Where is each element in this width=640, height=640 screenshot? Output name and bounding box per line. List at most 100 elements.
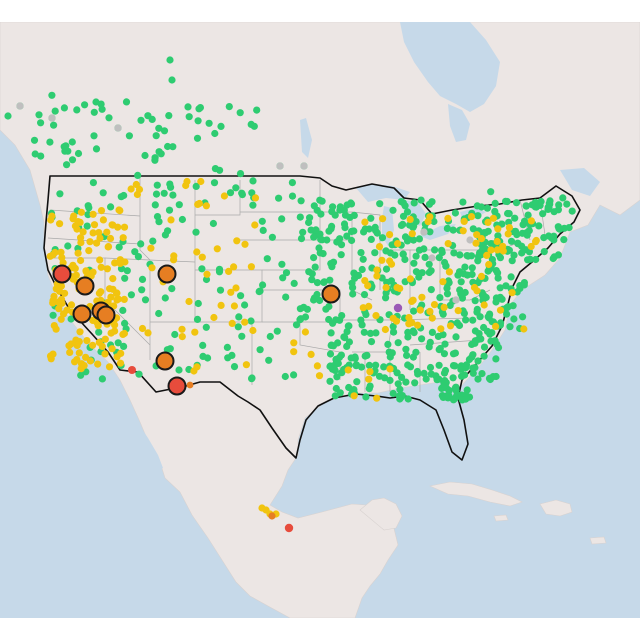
monitor-dot[interactable] bbox=[433, 376, 441, 384]
monitor-dot[interactable] bbox=[56, 190, 64, 198]
monitor-dot[interactable] bbox=[343, 201, 351, 209]
monitor-dot[interactable] bbox=[138, 286, 146, 294]
monitor-dot[interactable] bbox=[349, 290, 357, 298]
monitor-dot[interactable] bbox=[125, 132, 133, 140]
monitor-dot[interactable] bbox=[327, 225, 335, 233]
monitor-dot[interactable] bbox=[396, 385, 404, 393]
monitor-dot[interactable] bbox=[496, 293, 504, 301]
monitor-dot[interactable] bbox=[527, 217, 536, 225]
monitor-dot[interactable] bbox=[131, 248, 139, 256]
monitor-dot[interactable] bbox=[478, 370, 486, 378]
monitor-dot[interactable] bbox=[300, 303, 308, 311]
monitor-dot[interactable] bbox=[494, 225, 502, 233]
monitor-dot[interactable] bbox=[94, 360, 102, 368]
monitor-dot[interactable] bbox=[382, 283, 390, 292]
monitor-dot[interactable] bbox=[418, 269, 426, 277]
monitor-dot[interactable] bbox=[499, 247, 507, 255]
monitor-dot[interactable] bbox=[120, 191, 128, 200]
monitor-dot[interactable] bbox=[427, 267, 435, 275]
monitor-dot[interactable] bbox=[48, 91, 56, 99]
monitor-dot[interactable] bbox=[343, 232, 351, 240]
monitor-dot[interactable] bbox=[410, 329, 418, 337]
monitor-dot[interactable] bbox=[155, 218, 163, 226]
monitor-dot[interactable] bbox=[474, 212, 482, 220]
monitor-dot[interactable] bbox=[186, 381, 194, 389]
monitor-dot[interactable] bbox=[438, 248, 446, 257]
monitor-dot[interactable] bbox=[121, 274, 129, 282]
monitor-dot[interactable] bbox=[247, 263, 255, 271]
monitor-dot[interactable] bbox=[427, 370, 435, 378]
monitor-dot[interactable] bbox=[203, 270, 211, 278]
monitor-dot[interactable] bbox=[310, 294, 318, 302]
monitor-dot[interactable] bbox=[169, 143, 177, 151]
monitor-dot[interactable] bbox=[310, 233, 318, 241]
monitor-dot[interactable] bbox=[149, 237, 157, 245]
monitor-dot[interactable] bbox=[241, 318, 249, 326]
monitor-dot[interactable] bbox=[405, 314, 413, 322]
monitor-dot[interactable] bbox=[98, 342, 106, 350]
monitor-dot[interactable] bbox=[492, 298, 500, 306]
monitor-dot[interactable] bbox=[97, 263, 105, 271]
monitor-dot[interactable] bbox=[54, 298, 63, 306]
monitor-dot[interactable] bbox=[279, 274, 287, 282]
monitor-dot[interactable] bbox=[83, 337, 91, 345]
monitor-dot[interactable] bbox=[389, 322, 397, 331]
monitor-dot[interactable] bbox=[185, 113, 193, 121]
monitor-dot[interactable] bbox=[327, 329, 335, 337]
monitor-dot[interactable] bbox=[384, 340, 392, 348]
monitor-dot[interactable] bbox=[341, 211, 350, 219]
monitor-dot[interactable] bbox=[82, 268, 90, 276]
monitor-dot[interactable] bbox=[311, 263, 319, 271]
monitor-dot[interactable] bbox=[268, 233, 276, 241]
monitor-dot[interactable] bbox=[504, 303, 512, 311]
monitor-dot[interactable] bbox=[84, 211, 92, 219]
monitor-dot[interactable] bbox=[211, 129, 219, 138]
monitor-dot[interactable] bbox=[175, 366, 183, 374]
monitor-dot[interactable] bbox=[77, 208, 85, 216]
monitor-dot[interactable] bbox=[297, 235, 306, 243]
monitor-dot[interactable] bbox=[455, 321, 464, 330]
monitor-dot[interactable] bbox=[73, 356, 81, 364]
monitor-dot[interactable] bbox=[63, 306, 71, 314]
monitor-dot[interactable] bbox=[77, 256, 85, 265]
monitor-dot[interactable] bbox=[307, 350, 315, 358]
monitor-dot[interactable] bbox=[202, 202, 210, 210]
monitor-dot[interactable] bbox=[76, 328, 84, 336]
monitor-dot[interactable] bbox=[62, 142, 70, 150]
monitor-dot[interactable] bbox=[114, 124, 122, 132]
monitor-dot[interactable] bbox=[373, 394, 381, 402]
monitor-dot[interactable] bbox=[213, 245, 221, 253]
monitor-dot[interactable] bbox=[288, 179, 296, 187]
monitor-dot[interactable] bbox=[138, 324, 147, 333]
monitor-dot[interactable] bbox=[450, 249, 458, 257]
monitor-dot[interactable] bbox=[409, 223, 417, 232]
monitor-dot[interactable] bbox=[443, 290, 452, 298]
monitor-dot[interactable] bbox=[459, 227, 467, 235]
monitor-dot[interactable] bbox=[109, 285, 117, 293]
monitor-dot[interactable] bbox=[461, 263, 469, 271]
monitor-dot[interactable] bbox=[127, 291, 135, 299]
monitor-dot[interactable] bbox=[223, 343, 231, 351]
monitor-dot[interactable] bbox=[367, 214, 375, 222]
monitor-dot[interactable] bbox=[469, 316, 477, 324]
monitor-dot[interactable] bbox=[236, 170, 245, 178]
monitor-dot[interactable] bbox=[92, 145, 101, 153]
monitor-dot[interactable] bbox=[55, 305, 63, 313]
monitor-dot[interactable] bbox=[116, 259, 124, 267]
monitor-dot[interactable] bbox=[123, 267, 131, 275]
monitor-dot[interactable] bbox=[505, 210, 513, 218]
monitor-dot[interactable] bbox=[540, 234, 548, 242]
monitor-dot[interactable] bbox=[215, 265, 224, 273]
monitor-dot[interactable] bbox=[420, 228, 428, 236]
monitor-dot[interactable] bbox=[105, 363, 114, 371]
monitor-dot[interactable] bbox=[347, 354, 355, 362]
monitor-dot[interactable] bbox=[236, 109, 244, 117]
monitor-dot[interactable] bbox=[178, 215, 186, 224]
monitor-dot[interactable] bbox=[394, 240, 402, 248]
monitor-dot[interactable] bbox=[71, 264, 79, 272]
monitor-dot[interactable] bbox=[444, 240, 452, 248]
monitor-dot[interactable] bbox=[427, 286, 435, 294]
monitor-dot[interactable] bbox=[563, 200, 571, 208]
monitor-dot[interactable] bbox=[521, 217, 529, 225]
monitor-dot[interactable] bbox=[477, 251, 485, 259]
